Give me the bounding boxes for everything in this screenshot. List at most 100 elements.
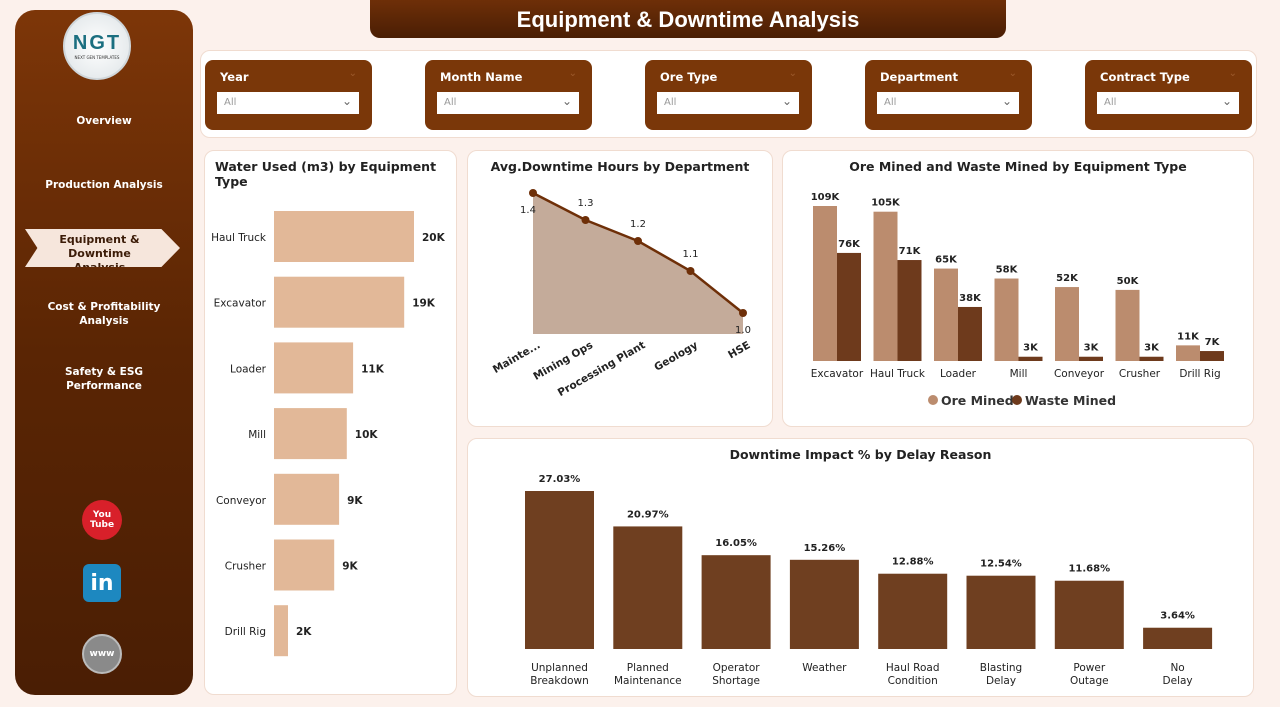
globe-www-icon[interactable]: www [82,634,122,674]
data-label: 1.0 [735,325,751,336]
data-label: 20.97% [627,509,669,520]
data-label: 20K [422,232,446,244]
filter-contract-type[interactable]: Contract Type ⌄ All ⌄ [1085,60,1252,130]
data-label: 109K [811,192,841,203]
data-label: 71K [899,246,922,257]
data-label: 1.4 [520,205,536,216]
filter-value: All [444,97,457,108]
category-label: No Delay [1163,662,1193,687]
logo: NGT NEXT GEN TEMPLATES [63,12,131,80]
chart-title: Water Used (m3) by Equipment Type [215,159,437,189]
bar [274,605,288,657]
data-label: 38K [959,293,982,304]
bar [274,276,405,328]
waste-bar [1200,351,1224,361]
youtube-icon[interactable]: You Tube [82,500,122,540]
linkedin-icon[interactable]: in [83,564,121,602]
data-label: 2K [296,626,312,638]
data-label: 9K [347,495,363,507]
data-label: 1.2 [630,219,646,230]
category-label: Geology [652,339,700,374]
chevron-down-icon[interactable]: ⌄ [788,68,797,79]
legend-marker [1012,395,1022,405]
filter-year[interactable]: Year ⌄ All ⌄ [205,60,372,130]
bar [274,408,347,460]
data-label: 3K [1144,343,1160,354]
data-point [581,216,590,224]
filter-department[interactable]: Department ⌄ All ⌄ [865,60,1032,130]
filter-month-name[interactable]: Month Name ⌄ All ⌄ [425,60,592,130]
area [533,193,743,334]
chevron-down-icon: ⌄ [341,94,352,108]
data-point [686,267,695,275]
ore-bar [1115,289,1140,361]
data-label: 3.64% [1160,611,1195,622]
data-label: 11.68% [1068,564,1110,575]
category-label: HSE [726,339,752,361]
nav-cost-profitability[interactable]: Cost & Profitability Analysis [47,301,161,327]
ore-chart: 109K 76K Excavator 105K 71K Haul Truck 65K 38K L… [811,192,1224,408]
filter-ore-type[interactable]: Ore Type ⌄ All ⌄ [645,60,812,130]
data-label: 52K [1056,273,1079,284]
filter-value: All [224,97,237,108]
data-label: 10K [355,429,379,441]
waste-bar [897,260,922,361]
data-point [529,189,537,197]
ore-bar [934,268,958,361]
category-label: Haul Road Condition [886,662,940,687]
nav-equipment-downtime[interactable]: Equipment & Downtime Analysis [25,229,180,267]
filter-dropdown[interactable]: All ⌄ [437,92,579,114]
category-label: Weather [802,662,847,674]
data-label: 9K [342,561,358,573]
chart-title: Ore Mined and Waste Mined by Equipment T… [849,159,1187,174]
chart-title: Avg.Downtime Hours by Department [490,159,750,174]
nav-overview[interactable]: Overview [76,115,132,127]
filter-value: All [664,97,677,108]
data-label: 11K [361,363,385,375]
filter-value: All [1104,97,1117,108]
data-label: 11K [1177,331,1200,342]
filter-label: Month Name [440,70,523,84]
category-label: Drill Rig [225,626,266,638]
category-label: Blasting Delay [980,662,1022,687]
data-label: 3K [1084,343,1100,354]
chevron-down-icon: ⌄ [1001,94,1012,108]
data-point [739,309,747,317]
data-label: 105K [871,198,901,209]
ore-bar [1055,287,1079,361]
nav-safety-esg[interactable]: Safety & ESG Performance [64,366,144,392]
bar [613,526,683,649]
filter-dropdown[interactable]: All ⌄ [877,92,1019,114]
nav-production-analysis[interactable]: Production Analysis [45,179,163,191]
chevron-down-icon[interactable]: ⌄ [1008,68,1017,79]
chevron-down-icon: ⌄ [781,94,792,108]
data-label: 12.54% [980,559,1022,570]
filter-label: Year [220,70,249,84]
data-label: 27.03% [539,474,581,485]
category-label: Crusher [1119,368,1161,380]
filter-dropdown[interactable]: All ⌄ [657,92,799,114]
category-label: Haul Truck [211,232,267,244]
waste-bar [1139,356,1164,361]
filter-dropdown[interactable]: All ⌄ [217,92,359,114]
bar [525,491,594,649]
chevron-down-icon[interactable]: ⌄ [568,68,577,79]
water-chart: Haul Truck 20K Excavator 19K Loader 11K Mill 10… [211,211,446,657]
category-label: Crusher [225,561,267,573]
chevron-down-icon[interactable]: ⌄ [1228,68,1237,79]
bar [1054,580,1124,649]
chevron-down-icon[interactable]: ⌄ [348,68,357,79]
data-label: 12.88% [892,557,934,568]
delay-chart: 27.03% Unplanned Breakdown 20.97% Planned Mai… [525,474,1213,687]
category-label: Loader [230,363,267,375]
category-label: Loader [940,368,977,380]
data-label: 76K [838,239,861,250]
water-chart-panel: Water Used (m3) by Equipment Type Haul T… [204,150,457,695]
category-label: Excavator [811,368,864,380]
data-label: 65K [935,255,958,266]
filter-dropdown[interactable]: All ⌄ [1097,92,1239,114]
category-label: Mill [248,429,266,441]
filter-label: Ore Type [660,70,718,84]
legend-marker [928,395,938,405]
category-label: Processing Plant [556,339,648,399]
